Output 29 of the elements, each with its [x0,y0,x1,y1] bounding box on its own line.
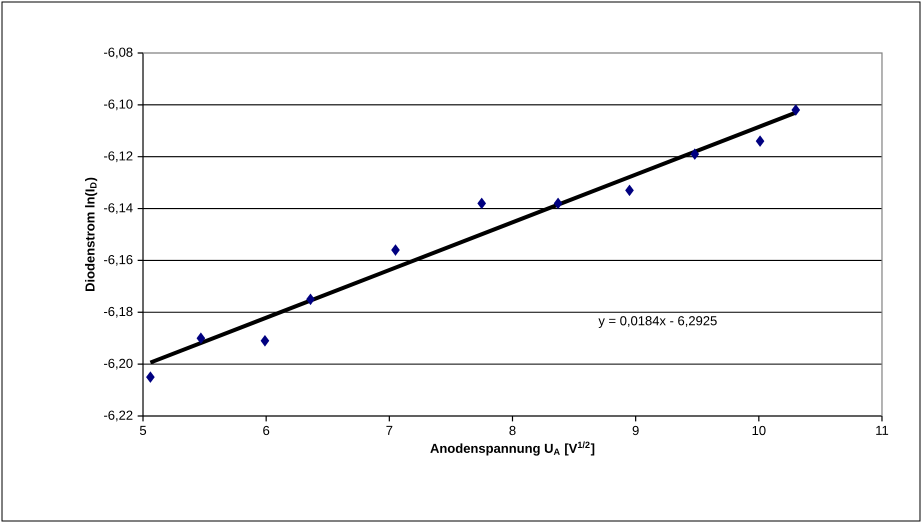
point [260,335,270,346]
y-tick-label: -6,20 [104,358,133,370]
point [756,136,764,147]
y-tick-label: -6,14 [104,203,133,214]
point [146,371,155,383]
point [554,198,562,209]
x-tick-label: 7 [386,426,392,435]
x-tick-label: 10 [752,426,766,436]
x-tick-label: 11 [876,426,888,435]
y-tick-label: -6,08 [104,48,133,58]
x-tick-label: 9 [632,426,639,436]
y-tick-label: -6,10 [104,99,133,110]
point [391,244,400,256]
point [625,184,634,196]
x-axis-title: Anodenspannung U$_{A}$ [V$^{1/2}$] [430,441,594,456]
y-tick-label: -6,16 [104,255,133,266]
x-tick-label: 8 [509,426,516,436]
x-tick-label: 6 [263,426,270,436]
annotation: y = 0,0184x - 6,2925 [598,316,717,328]
y-tick-label: -6,12 [104,151,132,162]
x-tick-label: 5 [140,426,146,435]
point [792,104,800,116]
point [690,148,700,160]
point [306,294,315,305]
point [196,332,206,344]
y-axis-title: Diodenstrom ln(I$_{D}$) [85,178,98,292]
y-tick-label: -6,22 [104,410,132,422]
y-tick-label: -6,18 [104,306,133,318]
point [477,198,486,209]
